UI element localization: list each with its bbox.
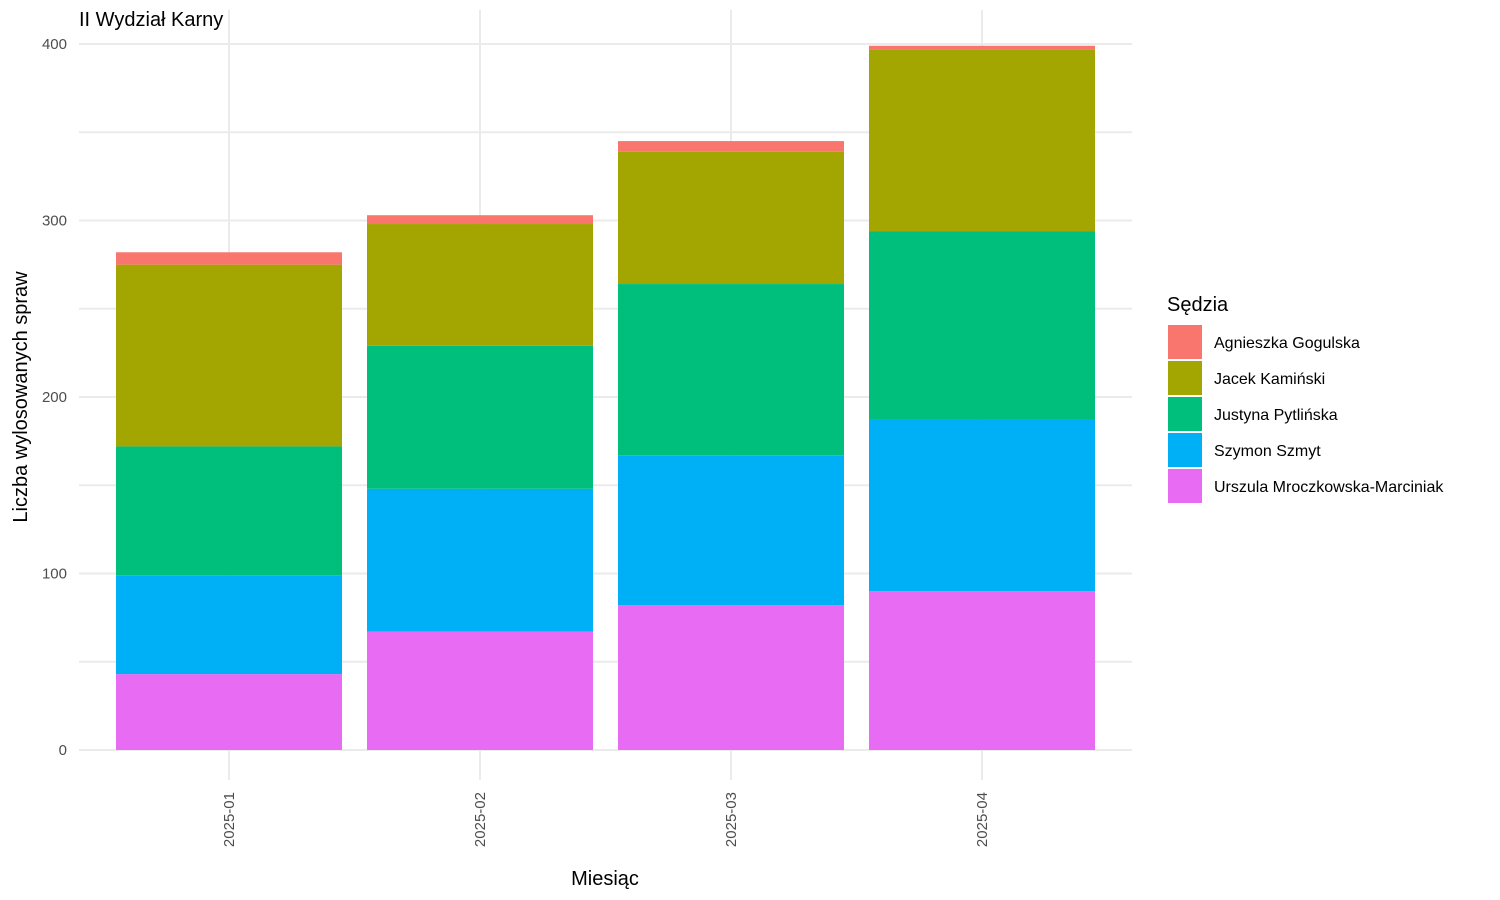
bar-segment — [367, 215, 593, 225]
bar-segment — [869, 45, 1095, 50]
bar-segment — [367, 224, 593, 346]
bar-segment — [116, 674, 342, 750]
x-tick-label: 2025-02 — [472, 792, 489, 847]
x-tick-label: 2025-04 — [974, 792, 991, 847]
y-tick-label: 200 — [42, 389, 67, 406]
bar-segment — [869, 419, 1095, 592]
bar-segment — [618, 284, 844, 456]
legend-items: Agnieszka Gogulska Jacek Kamiński Justyna … — [1168, 325, 1444, 503]
bar-segment — [367, 345, 593, 489]
bar-segment — [367, 488, 593, 632]
bar-segment — [618, 141, 844, 152]
x-tick-label: 2025-01 — [221, 792, 238, 847]
y-tick-label: 0 — [59, 742, 67, 759]
bars — [116, 45, 1095, 750]
legend-swatch — [1168, 325, 1202, 359]
y-axis: 0 100 200 300 400 — [42, 36, 67, 759]
legend-title: Sędzia — [1167, 294, 1229, 316]
bar-segment — [618, 151, 844, 285]
legend-swatch — [1168, 397, 1202, 431]
legend-label: Jacek Kamiński — [1214, 371, 1325, 388]
legend: Sędzia Agnieszka Gogulska Jacek Kamiński J… — [1167, 294, 1444, 503]
bar-segment — [116, 252, 342, 265]
legend-swatch — [1168, 469, 1202, 503]
bar-segment — [869, 231, 1095, 420]
x-axis-title: Miesiąc — [571, 868, 639, 890]
y-axis-title: Liczba wylosowanych spraw — [10, 271, 32, 523]
bar-segment — [618, 605, 844, 750]
legend-label: Justyna Pytlińska — [1214, 407, 1338, 424]
legend-label: Agnieszka Gogulska — [1214, 335, 1360, 352]
bar-segment — [618, 455, 844, 606]
bar-segment — [869, 49, 1095, 232]
bar-segment — [116, 446, 342, 576]
legend-swatch — [1168, 433, 1202, 467]
y-tick-label: 300 — [42, 213, 67, 230]
bar-segment — [116, 264, 342, 447]
y-tick-label: 400 — [42, 36, 67, 53]
legend-label: Szymon Szmyt — [1214, 443, 1321, 460]
legend-swatch — [1168, 361, 1202, 395]
bar-segment — [869, 591, 1095, 750]
bar-segment — [367, 631, 593, 750]
legend-label: Urszula Mroczkowska-Marciniak — [1214, 479, 1444, 496]
bar-segment — [116, 575, 342, 675]
y-tick-label: 100 — [42, 566, 67, 583]
x-tick-label: 2025-03 — [723, 792, 740, 847]
chart-title: II Wydział Karny — [79, 9, 223, 31]
x-axis: 2025-01 2025-02 2025-03 2025-04 — [221, 792, 991, 847]
